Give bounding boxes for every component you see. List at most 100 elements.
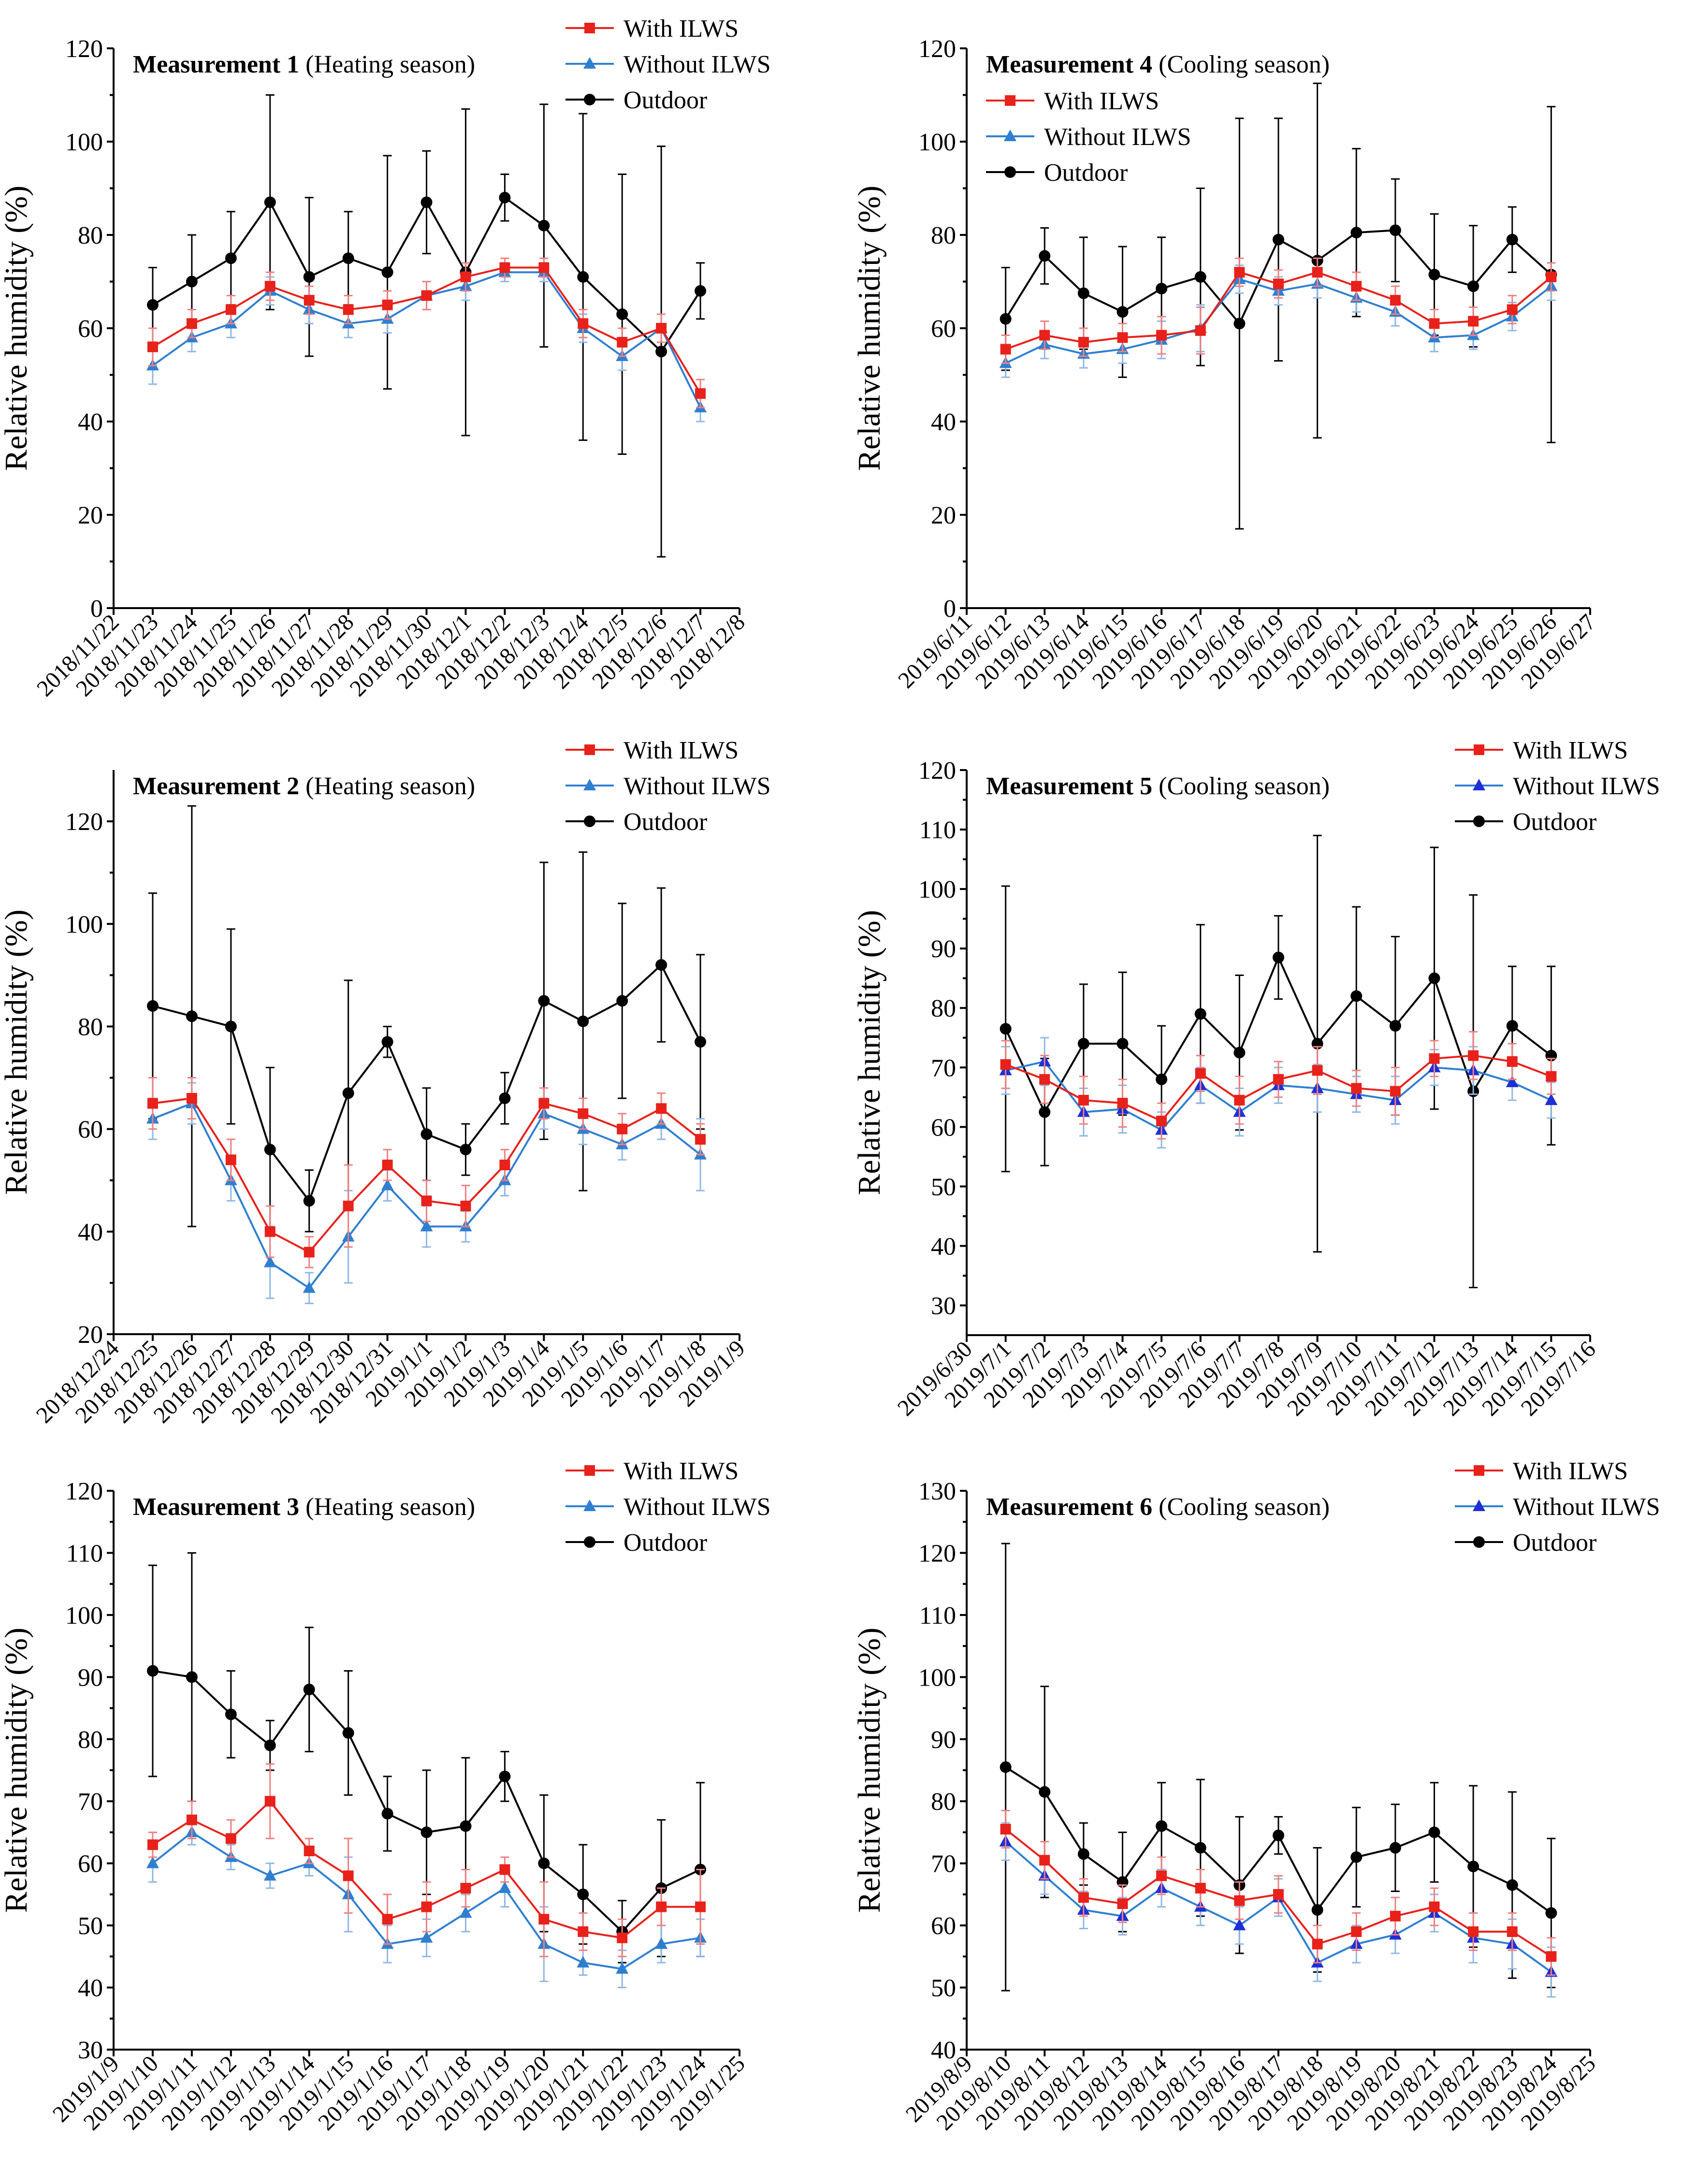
chart-panel-2: 204060801001202018/12/242018/12/252018/1… xyxy=(0,737,771,1428)
data-point xyxy=(1429,1901,1440,1912)
y-tick-label: 110 xyxy=(66,1540,103,1567)
data-point xyxy=(1273,1829,1284,1841)
data-point xyxy=(147,341,158,352)
data-point xyxy=(656,323,667,334)
data-point xyxy=(1546,271,1557,282)
y-tick-label: 70 xyxy=(931,1054,956,1082)
y-tick-label: 60 xyxy=(78,1116,103,1144)
series-with xyxy=(1000,257,1557,364)
y-tick-label: 50 xyxy=(931,1173,956,1201)
data-point xyxy=(1506,1879,1518,1891)
legend-marker xyxy=(583,779,596,790)
data-point xyxy=(342,1727,354,1739)
chart-panel-4: 0204060801001202019/6/112019/6/122019/6/… xyxy=(852,35,1601,694)
data-point xyxy=(1429,318,1440,329)
legend-item-with: With ILWS xyxy=(986,87,1159,115)
data-point xyxy=(225,1708,237,1720)
chart-title-main: Measurement 1 xyxy=(133,51,305,78)
data-point xyxy=(1234,1895,1245,1906)
y-tick-label: 0 xyxy=(943,595,956,623)
data-point xyxy=(146,299,159,311)
data-point xyxy=(420,1220,433,1232)
data-point xyxy=(1000,1023,1012,1035)
data-point xyxy=(1233,1919,1246,1931)
y-tick-label: 20 xyxy=(78,1321,103,1349)
legend-label: With ILWS xyxy=(1513,737,1628,764)
y-tick-label: 60 xyxy=(931,1912,956,1940)
data-point xyxy=(1194,1842,1206,1854)
data-point xyxy=(1000,1824,1011,1835)
data-point xyxy=(1429,1053,1440,1064)
data-point xyxy=(1039,1786,1051,1798)
data-point xyxy=(695,1036,707,1048)
data-point xyxy=(1000,344,1011,355)
legend-label: Outdoor xyxy=(1044,159,1128,187)
legend-item-outdoor: Outdoor xyxy=(986,159,1128,187)
legend-marker xyxy=(584,744,595,755)
chart-title-season: (Cooling season) xyxy=(1159,51,1330,78)
data-point xyxy=(264,1144,276,1156)
data-point xyxy=(186,1814,197,1825)
legend-item-with: With ILWS xyxy=(1455,737,1628,764)
legend-label: Without ILWS xyxy=(624,1493,771,1521)
data-point xyxy=(264,1796,276,1807)
y-tick-label: 120 xyxy=(918,1540,956,1567)
legend-item-with: With ILWS xyxy=(566,15,739,43)
legend-item-without_dark: Without ILWS xyxy=(1455,772,1660,800)
data-point xyxy=(1117,1098,1128,1109)
legend-label: Outdoor xyxy=(624,808,707,836)
legend-marker xyxy=(1474,744,1484,755)
data-point xyxy=(1039,1106,1051,1118)
chart-title-main: Measurement 6 xyxy=(986,1493,1159,1521)
legend-label: With ILWS xyxy=(624,1457,739,1485)
data-point xyxy=(420,1826,433,1838)
data-point xyxy=(1428,1826,1440,1838)
data-point xyxy=(1116,1038,1129,1050)
legend-item-with: With ILWS xyxy=(566,737,739,764)
y-tick-label: 100 xyxy=(918,1664,956,1691)
series-with xyxy=(147,1763,706,1957)
chart-title: Measurement 2 (Heating season) xyxy=(133,772,475,800)
legend-label: With ILWS xyxy=(1044,87,1159,115)
legend-marker xyxy=(1473,1500,1485,1511)
data-point xyxy=(186,318,197,329)
legend-item-outdoor: Outdoor xyxy=(1455,1529,1596,1557)
legend-item-outdoor: Outdoor xyxy=(1455,808,1596,836)
data-point xyxy=(1039,1855,1050,1866)
data-point xyxy=(695,1134,706,1145)
data-point xyxy=(1312,1938,1323,1950)
legend-label: Without ILWS xyxy=(624,772,771,800)
y-tick-label: 120 xyxy=(65,35,103,63)
legend-marker xyxy=(1004,166,1016,178)
y-tick-label: 100 xyxy=(918,129,956,156)
y-tick-label: 50 xyxy=(78,1912,103,1940)
data-point xyxy=(1077,287,1089,299)
data-point xyxy=(656,1901,667,1912)
legend: With ILWS Without ILWS Outdoor xyxy=(1455,1457,1660,1557)
data-point xyxy=(264,281,276,292)
data-point xyxy=(303,1684,315,1696)
legend: With ILWS Without ILWS Outdoor xyxy=(566,15,771,114)
data-point xyxy=(304,1845,315,1856)
data-point xyxy=(304,295,315,306)
data-point xyxy=(186,276,198,288)
data-point xyxy=(382,299,393,310)
data-point xyxy=(1467,280,1479,292)
data-point xyxy=(342,1087,354,1099)
legend-marker xyxy=(584,94,595,105)
data-point xyxy=(1039,250,1051,262)
data-point xyxy=(460,1883,471,1894)
data-point xyxy=(1156,1870,1167,1881)
data-point xyxy=(1156,1820,1168,1832)
y-tick-label: 100 xyxy=(65,911,103,938)
data-point xyxy=(655,1937,668,1949)
legend-label: Without ILWS xyxy=(624,51,771,78)
data-point xyxy=(578,1108,589,1119)
series-with xyxy=(1000,1031,1557,1140)
y-tick-label: 80 xyxy=(78,1726,103,1754)
data-point xyxy=(499,1864,510,1875)
data-point xyxy=(577,1888,589,1900)
data-point xyxy=(1195,325,1206,336)
data-point xyxy=(1116,306,1129,318)
y-tick-label: 60 xyxy=(78,1850,103,1878)
